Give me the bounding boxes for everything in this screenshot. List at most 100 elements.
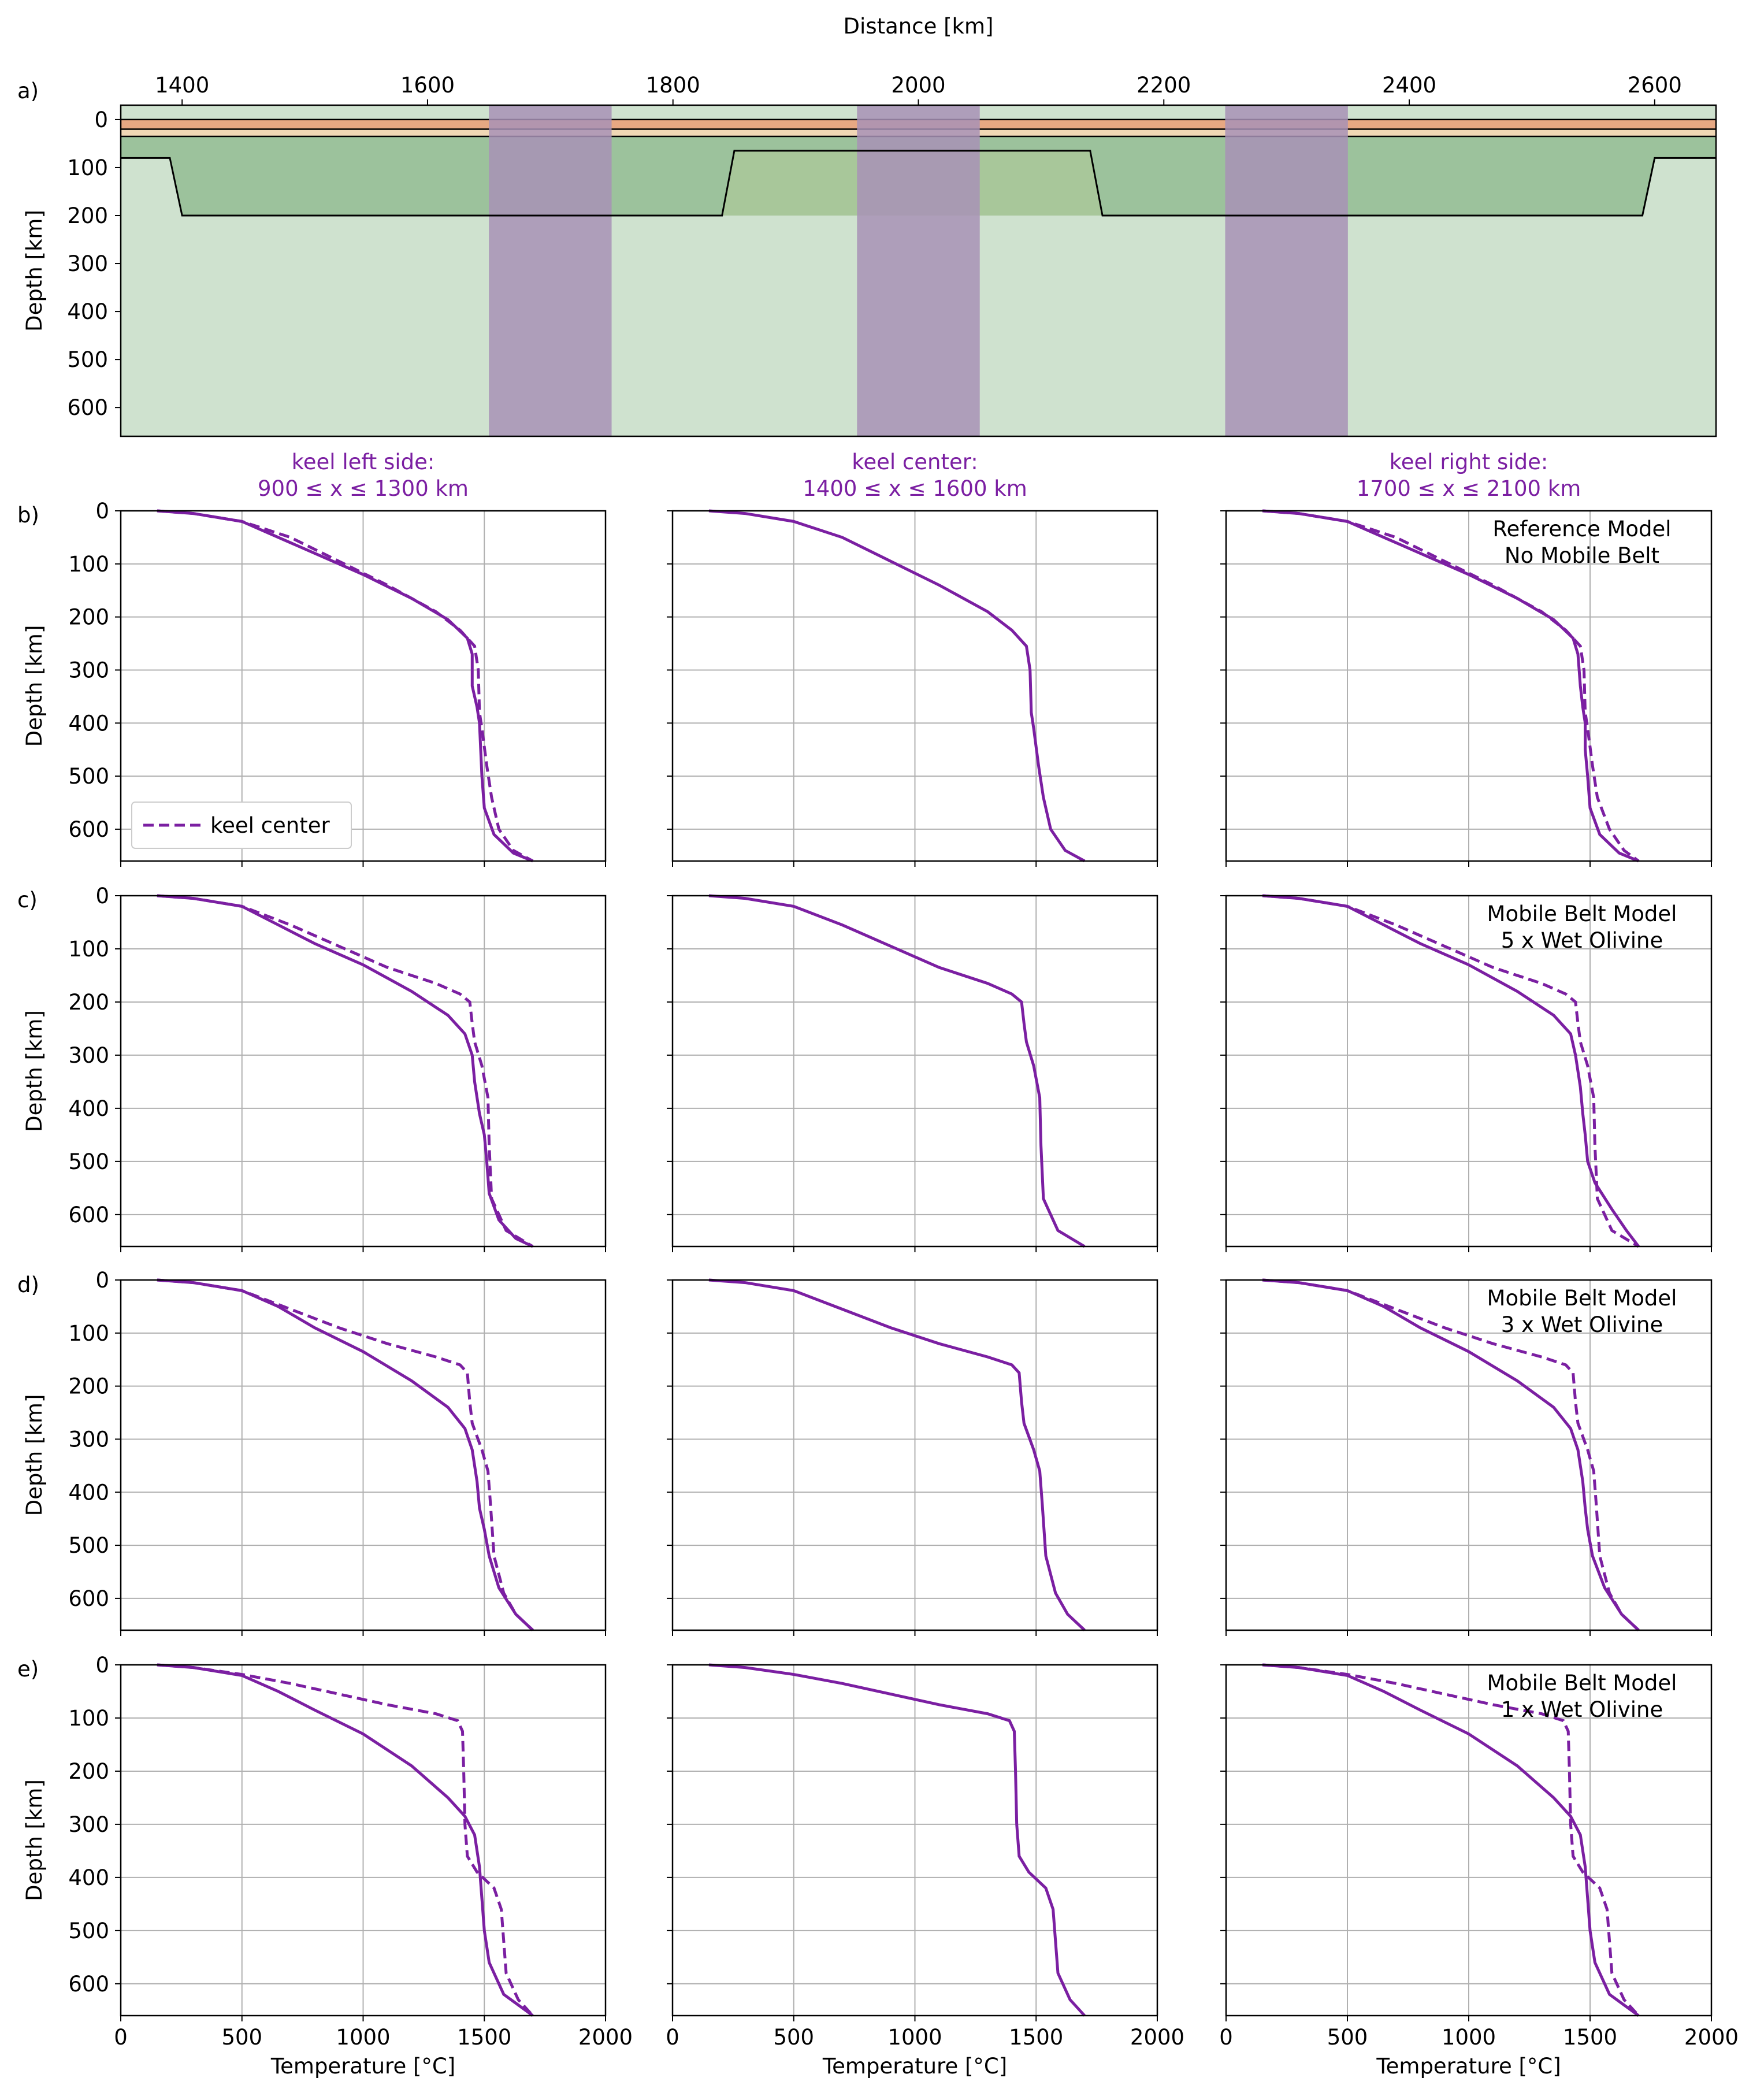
depth-tick-label: 200 bbox=[68, 605, 109, 630]
depth-tick-label: 500 bbox=[67, 347, 108, 372]
model-section-panel: 1400 1600 1800 2000 2200 2400 2600 0 100 200 300 40… bbox=[22, 14, 1717, 437]
profile-window-2 bbox=[857, 105, 980, 436]
temperature-profile bbox=[1262, 894, 1640, 1248]
legend-label: keel center bbox=[210, 813, 330, 838]
temperature-profile bbox=[708, 509, 1086, 863]
model-annotation-line1: Reference Model bbox=[1492, 517, 1671, 541]
distance-tick-label: 2000 bbox=[891, 73, 945, 98]
model-annotation-line2: 3 x Wet Olivine bbox=[1501, 1312, 1663, 1337]
depth-tick-label: 300 bbox=[68, 1427, 109, 1452]
temperature-tick-label: 1500 bbox=[457, 2025, 511, 2050]
depth-tick-label: 400 bbox=[67, 299, 108, 324]
model-annotation-line2: 1 x Wet Olivine bbox=[1501, 1697, 1663, 1722]
panel-letter-label: c) bbox=[17, 888, 38, 912]
distance-tick-label: 1600 bbox=[400, 73, 455, 98]
temperature-tick-label: 1000 bbox=[336, 2025, 390, 2050]
temperature-tick-label: 2000 bbox=[578, 2025, 633, 2050]
profile-panel-r2-c2 bbox=[667, 894, 1158, 1252]
depth-tick-label: 400 bbox=[68, 711, 109, 736]
depth-axis-label: Depth [km] bbox=[22, 210, 47, 332]
model-annotation-line2: 5 x Wet Olivine bbox=[1501, 928, 1663, 953]
temperature-profile bbox=[708, 1278, 1086, 1631]
temperature-tick-label: 1500 bbox=[1563, 2025, 1617, 2050]
temperature-tick-label: 500 bbox=[221, 2025, 262, 2050]
depth-tick-label: 500 bbox=[68, 764, 109, 789]
column-title-line1: keel center: bbox=[852, 450, 978, 474]
profile-panel-r2-c1: 0 100 200 300 400 500 600 Depth [km] bbox=[22, 884, 607, 1252]
mantle-left-edge bbox=[121, 158, 183, 216]
panel-letter-label: a) bbox=[17, 79, 39, 103]
distance-tick-label: 2200 bbox=[1137, 73, 1191, 98]
temperature-profile bbox=[1262, 509, 1639, 863]
keel-center-profile-dashed bbox=[1262, 1278, 1640, 1631]
profile-window-3 bbox=[1225, 105, 1348, 436]
profile-panel-r3-c2 bbox=[667, 1278, 1158, 1636]
temperature-profile bbox=[708, 894, 1086, 1248]
depth-tick-label: 200 bbox=[67, 203, 108, 228]
depth-tick-label: 500 bbox=[68, 1919, 109, 1943]
depth-tick-label: 0 bbox=[95, 1268, 109, 1293]
temperature-tick-label: 0 bbox=[1219, 2025, 1233, 2050]
model-annotation-line1: Mobile Belt Model bbox=[1487, 1671, 1677, 1695]
keel-center-profile-dashed bbox=[157, 1663, 534, 2017]
keel-center-profile-dashed bbox=[1262, 894, 1640, 1248]
temperature-axis-label: Temperature [°C] bbox=[822, 2054, 1007, 2079]
profile-panel-r1-c1: 0 100 200 300 400 500 600 Depth [km] keel center bbox=[22, 499, 607, 867]
temperature-profile bbox=[1262, 1663, 1640, 2017]
temperature-tick-label: 500 bbox=[1327, 2025, 1368, 2050]
column-title-line1: keel left side: bbox=[292, 450, 435, 474]
column-title-line2: 1400 ≤ x ≤ 1600 km bbox=[803, 476, 1027, 501]
keel-outline bbox=[121, 150, 1716, 217]
depth-tick-label: 100 bbox=[67, 155, 108, 180]
temperature-profile-panels: 0 100 200 300 400 500 600 Depth [km] keel center… bbox=[22, 499, 1739, 2079]
keel-center-profile-dashed bbox=[157, 1278, 534, 1631]
keel-center-profile-dashed bbox=[1262, 509, 1640, 863]
depth-tick-label: 0 bbox=[95, 884, 109, 908]
temperature-profile bbox=[157, 509, 534, 863]
column-title-line2: 900 ≤ x ≤ 1300 km bbox=[258, 476, 469, 501]
keel-center-profile-dashed bbox=[1262, 1663, 1640, 2017]
temperature-tick-label: 2000 bbox=[1130, 2025, 1184, 2050]
depth-tick-label: 300 bbox=[67, 251, 108, 276]
depth-tick-label: 400 bbox=[68, 1865, 109, 1890]
legend-box bbox=[131, 802, 352, 849]
depth-tick-label: 200 bbox=[68, 1759, 109, 1784]
model-annotation-line1: Mobile Belt Model bbox=[1487, 1286, 1677, 1311]
mantle-right-edge bbox=[1642, 158, 1716, 216]
depth-tick-label: 600 bbox=[68, 1972, 109, 1997]
distance-tick-label: 1800 bbox=[646, 73, 700, 98]
depth-tick-label: 400 bbox=[68, 1096, 109, 1121]
depth-tick-label: 600 bbox=[68, 817, 109, 842]
depth-axis-label: Depth [km] bbox=[22, 1779, 47, 1901]
profile-panel-r1-c2 bbox=[667, 509, 1158, 867]
temperature-tick-label: 1000 bbox=[1442, 2025, 1496, 2050]
temperature-profile bbox=[1262, 1278, 1640, 1631]
depth-tick-label: 300 bbox=[68, 1812, 109, 1837]
depth-tick-label: 100 bbox=[68, 1706, 109, 1731]
depth-axis-label: Depth [km] bbox=[22, 1394, 47, 1516]
depth-tick-label: 400 bbox=[68, 1480, 109, 1505]
distance-tick-label: 1400 bbox=[155, 73, 209, 98]
temperature-axis-label: Temperature [°C] bbox=[270, 2054, 455, 2079]
depth-axis-label: Depth [km] bbox=[22, 1010, 47, 1132]
profile-window-1 bbox=[489, 105, 612, 436]
figure-labels: keel left side:900 ≤ x ≤ 1300 km keel cen… bbox=[17, 79, 1581, 1682]
panel-letter-label: d) bbox=[17, 1272, 39, 1297]
depth-tick-label: 200 bbox=[68, 990, 109, 1015]
profile-panel-r4-c3: 0 500 1000 1500 2000 Temperature [°C] Mobile B… bbox=[1219, 1663, 1739, 2079]
temperature-tick-label: 0 bbox=[114, 2025, 128, 2050]
temperature-tick-label: 1500 bbox=[1009, 2025, 1063, 2050]
depth-axis-label: Depth [km] bbox=[22, 625, 47, 747]
depth-tick-label: 600 bbox=[68, 1586, 109, 1611]
depth-tick-label: 100 bbox=[68, 552, 109, 577]
column-title-line2: 1700 ≤ x ≤ 2100 km bbox=[1357, 476, 1581, 501]
temperature-profile bbox=[157, 1663, 534, 2017]
temperature-tick-label: 500 bbox=[773, 2025, 814, 2050]
depth-tick-label: 0 bbox=[95, 499, 109, 524]
profile-panel-r3-c1: 0 100 200 300 400 500 600 Depth [km] bbox=[22, 1268, 607, 1636]
temperature-tick-label: 1000 bbox=[887, 2025, 942, 2050]
depth-tick-label: 100 bbox=[68, 937, 109, 962]
